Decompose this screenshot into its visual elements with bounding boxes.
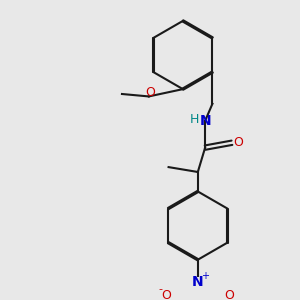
Text: H: H	[190, 113, 199, 126]
Text: O: O	[145, 86, 155, 99]
Text: N: N	[199, 114, 211, 128]
Text: O: O	[225, 289, 234, 300]
Text: -: -	[158, 284, 162, 295]
Text: N: N	[192, 275, 204, 289]
Text: +: +	[201, 271, 209, 281]
Text: O: O	[233, 136, 243, 149]
Text: O: O	[162, 289, 172, 300]
